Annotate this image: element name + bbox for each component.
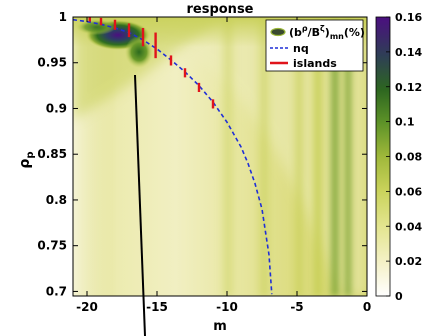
y-tick-label: 0.85 <box>37 147 67 161</box>
x-axis-label: m <box>213 319 227 334</box>
y-axis-label: ρp <box>17 151 36 168</box>
y-tick-label: 0.8 <box>46 193 67 207</box>
legend-label-islands: islands <box>293 57 337 70</box>
y-axis-label-main: ρ <box>17 159 33 169</box>
annotation-pointer-line <box>134 74 146 336</box>
chart-title: response <box>186 2 253 17</box>
x-tick-label: 0 <box>363 300 371 314</box>
x-tick-label: -10 <box>216 300 238 314</box>
colorbar-tick-label: 0.14 <box>395 46 422 59</box>
y-tick-label: 0.7 <box>46 284 67 298</box>
colorbar-tick-label: 0.06 <box>395 185 422 198</box>
legend-label-response: (bρ/Bζ)mn(%) <box>289 24 365 41</box>
colorbar-tick-label: 0.16 <box>395 11 422 24</box>
y-tick-label: 1 <box>59 10 67 24</box>
y-tick-label: 0.9 <box>46 101 67 115</box>
y-axis-label-sub: p <box>25 151 36 158</box>
colorbar-ticks: 0 0.02 0.04 0.06 0.08 0.1 0.12 0.14 0.16 <box>386 11 422 303</box>
x-tick-label: -15 <box>146 300 168 314</box>
svg-text:ρp: ρp <box>17 151 36 168</box>
y-axis-ticks: 1 0.95 0.9 0.85 0.8 0.75 0.7 <box>37 10 367 298</box>
colorbar-tick-label: 0.04 <box>395 220 422 233</box>
legend: (bρ/Bζ)mn(%) nq islands <box>265 19 365 72</box>
y-tick-label: 0.95 <box>37 56 67 70</box>
legend-label-nq: nq <box>293 42 309 55</box>
colorbar-tick-label: 0.08 <box>395 151 422 164</box>
nq-curve <box>73 18 273 295</box>
y-tick-label: 0.75 <box>37 239 67 253</box>
series-layer <box>73 17 273 295</box>
colorbar-tick-label: 0 <box>395 290 403 303</box>
colorbar-tick-label: 0.02 <box>395 255 422 268</box>
plot-frame <box>72 16 368 297</box>
colorbar-tick-label: 0.1 <box>395 116 415 129</box>
x-axis-ticks: -20 -15 -10 -5 0 <box>76 17 371 314</box>
x-tick-label: -5 <box>290 300 303 314</box>
x-tick-label: -20 <box>76 300 98 314</box>
legend-marker-response <box>270 27 286 37</box>
colorbar-tick-label: 0.12 <box>395 81 422 94</box>
